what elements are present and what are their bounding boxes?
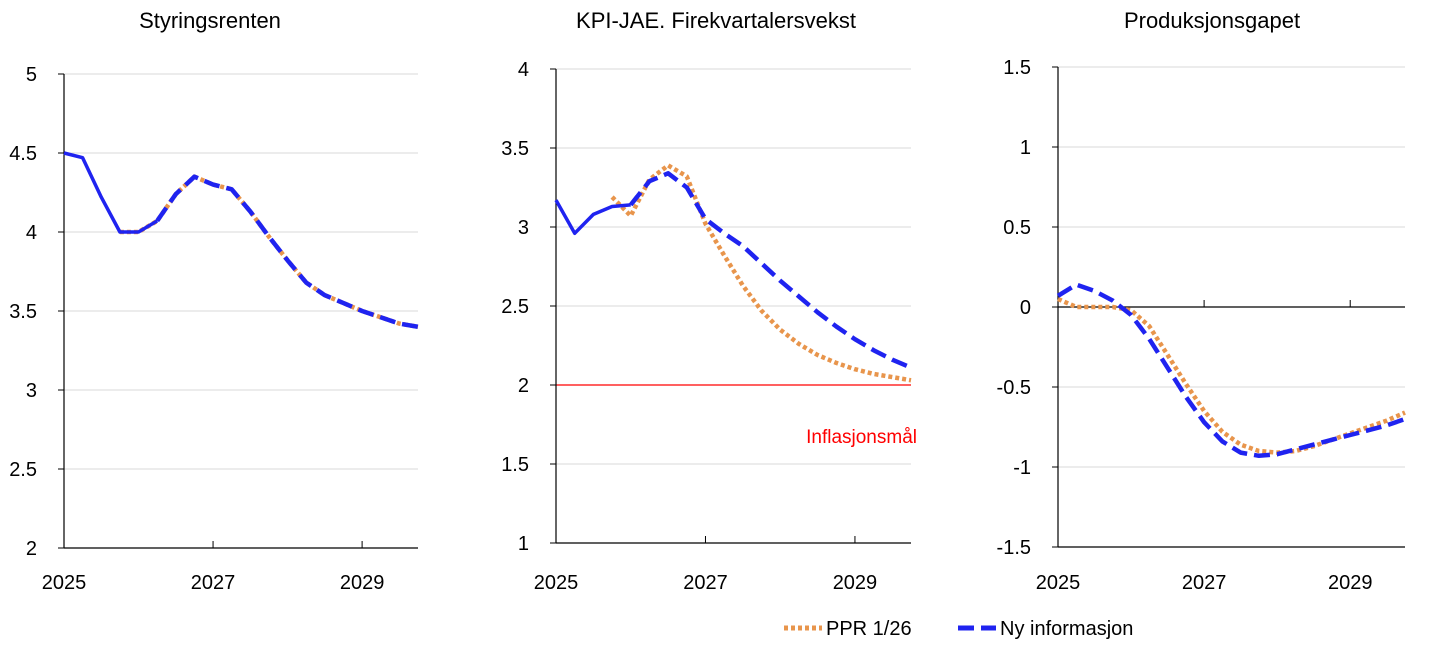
series-line-dotted	[119, 174, 419, 330]
x-tick-label: 2029	[1328, 572, 1373, 594]
axes	[550, 68, 911, 544]
x-tick-labels: 2025 2027 2029	[534, 572, 877, 594]
y-tick-label: 5	[26, 64, 37, 86]
series-line-solid	[63, 151, 159, 234]
x-tick-label: 2029	[833, 572, 878, 594]
x-tick-label: 2025	[1036, 572, 1081, 594]
y-tick-label: 2.5	[9, 459, 37, 481]
y-tick-label: 1.5	[1003, 57, 1031, 79]
legend-label-ny-informasjon: Ny informasjon	[1000, 618, 1133, 640]
y-tick-label: 2	[518, 375, 529, 397]
y-tick-label: 4.5	[9, 143, 37, 165]
y-tick-label: 0.5	[1003, 217, 1031, 239]
x-tick-label: 2027	[683, 572, 728, 594]
y-tick-label: 1	[1020, 137, 1031, 159]
y-tick-label: 3.5	[9, 301, 37, 323]
x-tick-label: 2029	[340, 572, 385, 594]
y-tick-label: 3.5	[501, 138, 529, 160]
panel-title: KPI-JAE. Firekvartalersvekst	[576, 8, 856, 33]
y-tick-label: 4	[518, 59, 529, 81]
series-lines	[554, 163, 912, 383]
y-tick-labels: -1.5 -1 -0.5 0 0.5 1 1.5	[997, 57, 1031, 559]
panel-produksjonsgapet: Produksjonsgapet -1.5 -1 -0.5 0 0.5 1 1.5 2025…	[997, 8, 1406, 594]
series-line-dotted	[1057, 296, 1406, 455]
y-tick-label: 0	[1020, 297, 1031, 319]
x-tick-label: 2027	[191, 572, 236, 594]
y-tick-label: -1	[1013, 457, 1031, 479]
gridlines	[1058, 66, 1405, 468]
panel-kpi-jae: KPI-JAE. Firekvartalersvekst 1 1.5 2 2.5 3 3.…	[501, 8, 917, 594]
gridlines	[64, 73, 418, 470]
y-tick-label: 1	[518, 533, 529, 555]
series-line-dashed	[1056, 282, 1406, 459]
panel-title: Styringsrenten	[139, 8, 281, 33]
series-lines	[63, 151, 419, 330]
gridlines	[556, 68, 911, 465]
y-tick-label: -0.5	[997, 377, 1031, 399]
y-tick-label: 3	[518, 217, 529, 239]
y-tick-label: 2	[26, 538, 37, 560]
panel-styringsrenten: Styringsrenten 22.533.544.55 2025 2027 202…	[9, 8, 419, 594]
y-tick-label: 1.5	[501, 454, 529, 476]
y-tick-labels: 2 2.5 3 3.5 4 4.5 5	[9, 64, 37, 560]
panel-title: Produksjonsgapet	[1124, 8, 1300, 33]
x-tick-label: 2025	[42, 572, 87, 594]
y-tick-label: 2.5	[501, 296, 529, 318]
x-tick-label: 2027	[1182, 572, 1227, 594]
series-line-dashed	[628, 171, 912, 370]
legend-label-ppr: PPR 1/26	[826, 618, 912, 640]
series-line-dotted	[610, 163, 912, 383]
legend: PPR 1/26 Ny informasjon	[784, 618, 1133, 640]
target-line-label: Inflasjonsmål	[806, 427, 917, 448]
x-tick-labels: 2025 2027 2029	[42, 572, 385, 594]
series-line-dashed	[155, 174, 419, 330]
series-line-solid	[554, 199, 631, 236]
y-tick-label: 4	[26, 222, 37, 244]
x-tick-labels: 2025 2027 2029	[1036, 572, 1373, 594]
y-tick-label: -1.5	[997, 537, 1031, 559]
series-lines	[1056, 282, 1406, 459]
y-tick-labels: 1 1.5 2 2.5 3 3.5 4	[501, 59, 529, 555]
x-tick-label: 2025	[534, 572, 579, 594]
axes	[1052, 66, 1405, 548]
y-tick-label: 3	[26, 380, 37, 402]
